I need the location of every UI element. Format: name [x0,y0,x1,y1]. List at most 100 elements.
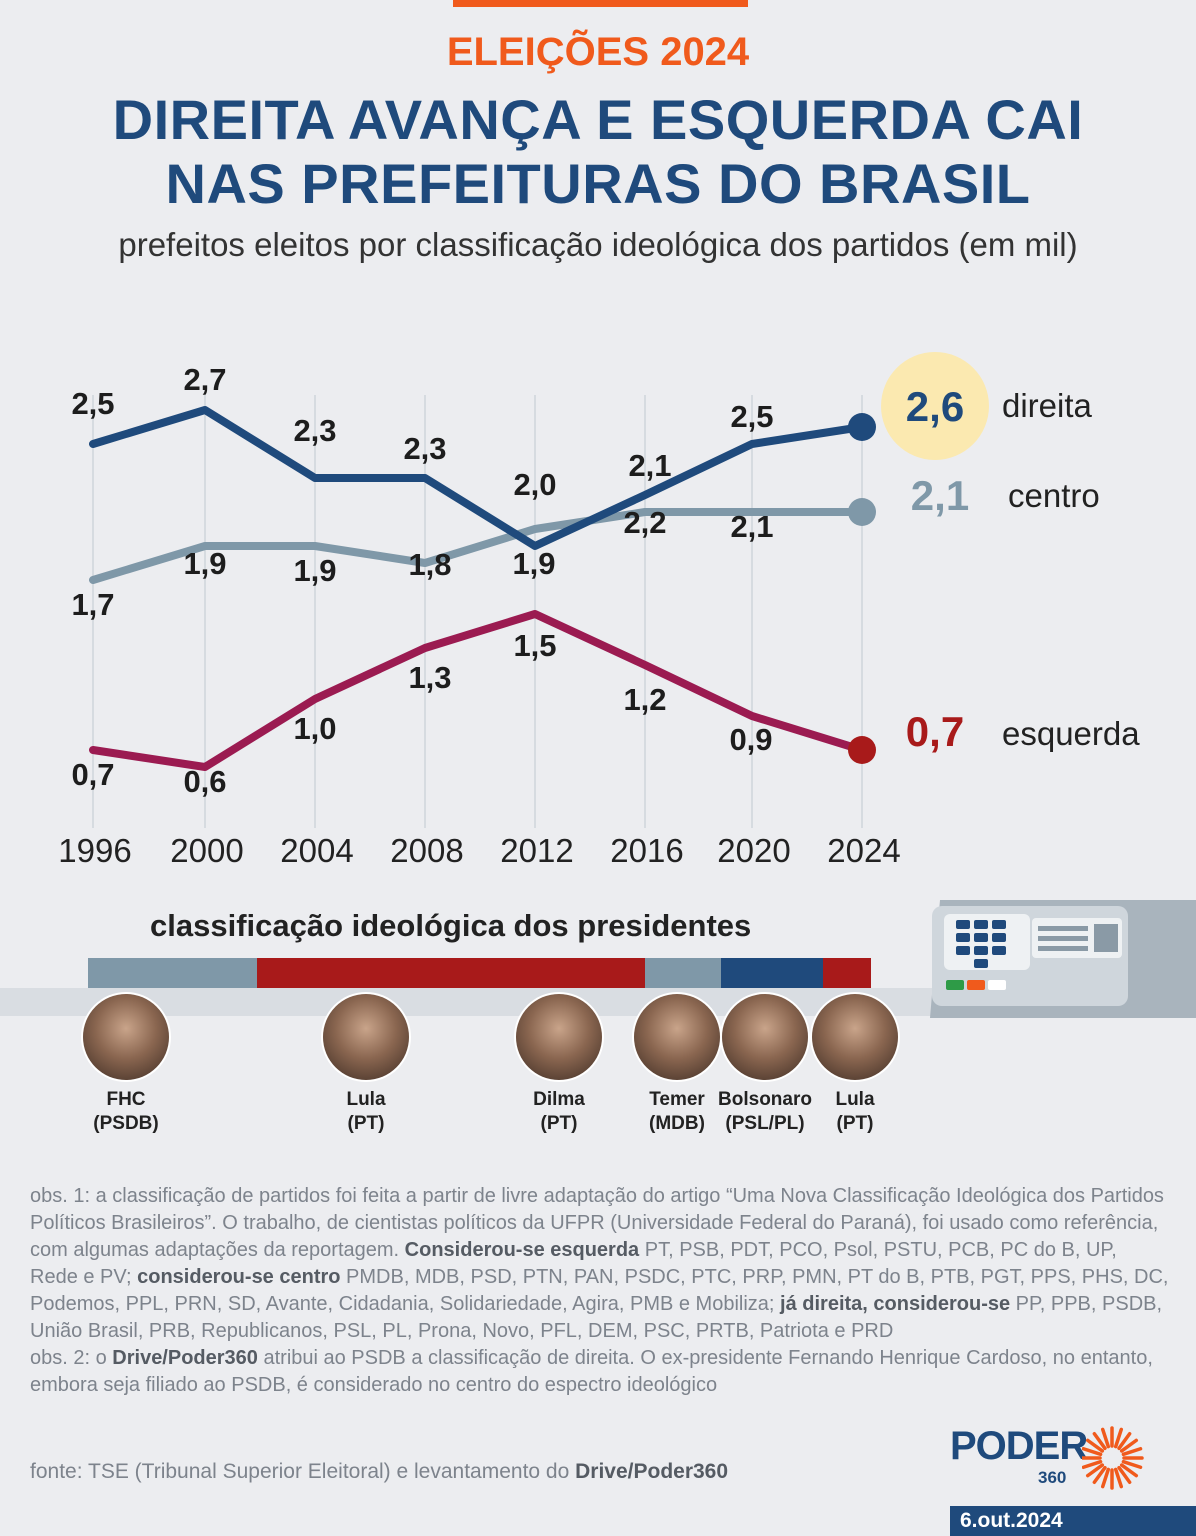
data-label-centro-2004: 1,9 [293,553,336,588]
note-centro-parties: PMDB, MDB, PSD, PTN, PAN, PSDC, PTC, PRP… [30,1266,1169,1315]
end-value-centro: 2,1 [911,472,969,519]
x-tick-2012: 2012 [500,832,573,869]
series-line-direita [89,406,866,550]
note-obs2-source: Drive/Poder360 [112,1347,258,1369]
ballot-box-icon [930,900,1196,1018]
date-text: 6.out.2024 [960,1509,1063,1532]
president-party: (PT) [347,1113,385,1134]
president-party: (PSL/PL) [725,1113,805,1134]
note-obs2-text: atribui ao PSDB a classificação de direi… [30,1347,1153,1396]
data-label-esquerda-1996: 0,7 [71,757,114,792]
ideology-band-esquerda [257,958,645,988]
end-value-esquerda: 0,7 [906,708,964,755]
sun-ray [1092,1431,1107,1451]
president-card: Dilma (PT) [494,994,624,1136]
highlight-circle [881,352,989,460]
data-label-centro-1996: 1,7 [71,587,114,622]
note-obs2-prefix: obs. 2: o [30,1347,113,1369]
avatar [634,994,720,1080]
president-party: (PSDB) [93,1113,159,1134]
data-label-esquerda-2012: 1,5 [513,628,556,663]
sun-ray [1085,1438,1105,1453]
avatar [722,994,808,1080]
series-name-esquerda: esquerda [1002,715,1140,752]
source-bold: Drive/Poder360 [575,1460,729,1483]
president-name: Dilma [533,1089,585,1110]
kicker: ELEIÇÕES 2024 [446,30,750,74]
line-chart: 1996 2000 2004 2008 2012 2016 2020 2024 2,5 2,7 2,… [58,352,1140,869]
note-direita-label: já direita, considerou-se [780,1293,1011,1315]
data-label-centro-2020: 2,1 [730,509,773,544]
sun-ray [1082,1459,1103,1470]
date-bar: 6.out.2024 [950,1506,1196,1536]
sun-ray [1119,1438,1139,1453]
logo-text: PODER [950,1424,1088,1468]
sun-ray [1082,1446,1103,1457]
data-label-direita-2020: 2,5 [730,399,773,434]
president-name: Lula [346,1089,386,1110]
data-label-esquerda-2020: 0,9 [729,722,772,757]
end-value-direita: 2,6 [906,383,964,430]
avatar [323,994,409,1080]
avatar [83,994,169,1080]
x-tick-2000: 2000 [170,832,243,869]
sun-ray [1113,1427,1124,1449]
headline-line-2: NAS PREFEITURAS DO BRASIL [165,152,1031,215]
sun-ray [1100,1427,1111,1449]
data-label-esquerda-2008: 1,3 [408,660,451,695]
president-card: Bolsonaro (PSL/PL) [700,994,830,1136]
president-name: Bolsonaro [718,1089,812,1110]
note-esquerda-parties: PT, PSB, PDT, PCO, Psol, PSTU, PCB, PC d… [30,1239,1117,1288]
presidents-title: classificação ideológica dos presidentes [150,908,752,943]
x-tick-1996: 1996 [58,832,131,869]
series-line-esquerda [89,610,866,771]
ideology-band-centro [88,958,257,988]
note-centro-label: considerou-se centro [137,1266,341,1288]
subtitle: prefeitos eleitos por classificação ideo… [118,226,1078,263]
avatar [812,994,898,1080]
president-party: (PT) [540,1113,578,1134]
sun-ray [1092,1465,1107,1485]
president-card: Temer (MDB) [612,994,742,1136]
data-label-direita-2008: 2,3 [403,431,446,466]
data-label-direita-2016: 2,2 [623,505,666,540]
end-dot-direita [848,413,876,441]
president-card: FHC (PSDB) [61,994,191,1136]
president-name: Temer [649,1089,705,1110]
headline-line-1: DIREITA AVANÇA E ESQUERDA CAI [112,88,1084,151]
poder360-logo: PODER 360 [950,1424,1170,1494]
avatar [516,994,602,1080]
sun-ray [1100,1467,1111,1489]
data-label-direita-2004: 2,3 [293,413,336,448]
data-label-esquerda-2000: 0,6 [183,764,226,799]
ideology-band-direita [721,958,823,988]
source-line: fonte: TSE (Tribunal Superior Eleitoral)… [30,1460,728,1484]
data-label-centro-2008: 1,8 [408,547,451,582]
series-line-centro [89,508,866,584]
data-label-direita-2000: 2,7 [183,362,226,397]
sun-ray [1117,1431,1132,1451]
sun-ray [1121,1459,1143,1470]
end-dot-centro [848,498,876,526]
sun-ray [1119,1463,1139,1478]
data-label-centro-2012: 2,0 [513,467,556,502]
data-label-centro-2016: 2,1 [628,448,671,483]
ideology-band-esquerda [823,958,871,988]
logo-number: 360 [1038,1468,1067,1487]
headline: DIREITA AVANÇA E ESQUERDA CAI NAS PREFEI… [0,88,1196,216]
president-party: (MDB) [649,1113,705,1134]
series-name-centro: centro [1008,477,1100,514]
x-tick-2024: 2024 [827,832,900,869]
x-tick-2016: 2016 [610,832,683,869]
note-obs1-text: obs. 1: a classificação de partidos foi … [30,1185,1164,1261]
x-tick-2020: 2020 [717,832,790,869]
x-tick-2008: 2008 [390,832,463,869]
president-name: FHC [106,1089,146,1110]
sun-ray [1117,1465,1132,1485]
data-label-centro-2000: 1,9 [183,546,226,581]
series-name-direita: direita [1002,387,1093,424]
note-esquerda-label: Considerou-se esquerda [404,1239,640,1261]
source-prefix: fonte: TSE (Tribunal Superior Eleitoral)… [30,1460,576,1483]
note-direita-parties: PP, PPB, PSDB, União Brasil, PRB, Republ… [30,1293,1163,1342]
president-card: Lula (PT) [790,994,920,1136]
